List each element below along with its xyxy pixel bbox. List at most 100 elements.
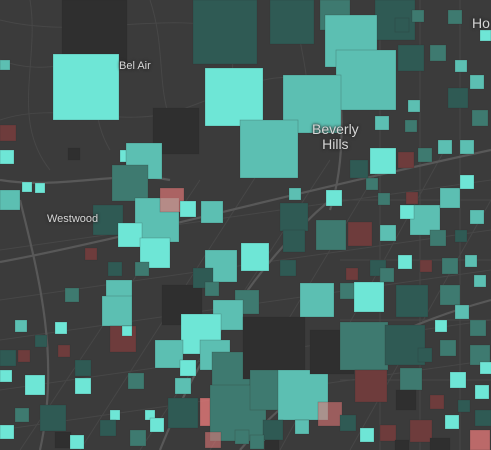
map-marker-square[interactable] (434, 319, 448, 333)
map-marker-square[interactable] (419, 259, 433, 273)
map-marker-square[interactable] (239, 119, 299, 179)
map-marker-square[interactable] (397, 254, 413, 270)
map-marker-square[interactable] (288, 187, 302, 201)
map-marker-square[interactable] (34, 334, 48, 348)
map-marker-square[interactable] (279, 259, 297, 277)
map-marker-square[interactable] (74, 377, 92, 395)
map-marker-square[interactable] (479, 29, 491, 42)
map-marker-square[interactable] (39, 404, 67, 432)
map-marker-square[interactable] (339, 321, 389, 371)
map-marker-square[interactable] (399, 204, 415, 220)
map-marker-square[interactable] (0, 189, 21, 211)
map-marker-square[interactable] (444, 414, 460, 430)
map-marker-square[interactable] (74, 359, 92, 377)
map-marker-square[interactable] (339, 282, 357, 300)
map-marker-square[interactable] (439, 339, 457, 357)
map-marker-square[interactable] (192, 0, 258, 65)
map-marker-square[interactable] (429, 394, 445, 410)
map-marker-square[interactable] (200, 200, 224, 224)
map-marker-square[interactable] (407, 99, 421, 113)
map-marker-square[interactable] (0, 424, 15, 440)
map-marker-square[interactable] (54, 321, 68, 335)
map-marker-square[interactable] (379, 424, 397, 442)
map-marker-square[interactable] (67, 147, 81, 161)
map-marker-square[interactable] (315, 219, 347, 251)
map-marker-square[interactable] (347, 221, 373, 247)
map-marker-square[interactable] (335, 49, 397, 111)
map-marker-square[interactable] (369, 147, 397, 175)
map-marker-square[interactable] (14, 319, 28, 333)
map-marker-square[interactable] (174, 377, 192, 395)
map-marker-square[interactable] (121, 325, 133, 337)
map-marker-square[interactable] (154, 339, 184, 369)
map-marker-square[interactable] (437, 139, 453, 155)
map-marker-square[interactable] (454, 59, 468, 73)
map-marker-square[interactable] (404, 119, 418, 133)
map-marker-square[interactable] (439, 187, 461, 209)
map-marker-square[interactable] (299, 282, 335, 318)
map-marker-square[interactable] (69, 434, 85, 450)
map-marker-square[interactable] (449, 371, 467, 389)
map-marker-square[interactable] (159, 187, 185, 213)
map-marker-square[interactable] (262, 419, 284, 441)
map-marker-square[interactable] (395, 389, 417, 411)
map-marker-square[interactable] (353, 281, 385, 313)
map-marker-square[interactable] (0, 124, 17, 142)
map-marker-square[interactable] (447, 87, 469, 109)
map-marker-square[interactable] (84, 247, 98, 261)
map-marker-square[interactable] (317, 401, 343, 427)
map-marker-square[interactable] (0, 349, 17, 367)
map-marker-square[interactable] (149, 417, 165, 433)
map-marker-square[interactable] (204, 431, 222, 449)
map-marker-square[interactable] (417, 147, 433, 163)
map-marker-square[interactable] (179, 359, 197, 377)
map-marker-square[interactable] (474, 409, 491, 427)
map-marker-square[interactable] (479, 361, 491, 375)
map-marker-square[interactable] (24, 374, 46, 396)
map-marker-square[interactable] (99, 419, 117, 437)
map-marker-square[interactable] (464, 254, 478, 268)
map-marker-square[interactable] (109, 409, 121, 421)
map-marker-square[interactable] (474, 384, 490, 400)
map-marker-square[interactable] (441, 257, 459, 275)
map-marker-square[interactable] (282, 229, 306, 253)
map-marker-square[interactable] (240, 242, 270, 272)
map-marker-square[interactable] (57, 344, 71, 358)
map-marker-square[interactable] (379, 224, 397, 242)
map-marker-square[interactable] (399, 367, 423, 391)
map-marker-square[interactable] (397, 44, 425, 72)
map-marker-square[interactable] (429, 229, 447, 247)
map-marker-square[interactable] (345, 267, 359, 281)
map-marker-square[interactable] (279, 202, 309, 232)
map-marker-square[interactable] (107, 261, 123, 277)
map-marker-square[interactable] (117, 222, 143, 248)
map-marker-square[interactable] (469, 429, 491, 450)
map-marker-square[interactable] (17, 349, 31, 363)
map-marker-square[interactable] (179, 200, 197, 218)
map-marker-square[interactable] (0, 149, 15, 165)
map-marker-square[interactable] (469, 209, 485, 225)
map-marker-square[interactable] (127, 372, 145, 390)
map-marker-square[interactable] (204, 67, 264, 127)
map-marker-square[interactable] (454, 229, 468, 243)
map-marker-square[interactable] (167, 397, 199, 429)
map-marker-square[interactable] (469, 319, 487, 337)
map-marker-square[interactable] (409, 419, 433, 443)
map-marker-square[interactable] (454, 304, 470, 320)
map-marker-square[interactable] (457, 399, 471, 413)
map-marker-square[interactable] (459, 174, 475, 190)
map-marker-square[interactable] (365, 177, 379, 191)
map-marker-square[interactable] (394, 439, 410, 450)
map-marker-square[interactable] (234, 429, 250, 445)
map-marker-square[interactable] (52, 53, 120, 121)
map-marker-square[interactable] (473, 274, 487, 288)
map-marker-square[interactable] (14, 407, 30, 423)
map-marker-square[interactable] (111, 164, 149, 202)
map-marker-square[interactable] (134, 261, 150, 277)
map-marker-square[interactable] (294, 419, 310, 435)
map-marker-square[interactable] (0, 369, 13, 383)
map-marker-square[interactable] (0, 59, 11, 71)
map-marker-square[interactable] (395, 284, 429, 318)
map-marker-square[interactable] (54, 431, 72, 449)
map-marker-square[interactable] (417, 347, 433, 363)
